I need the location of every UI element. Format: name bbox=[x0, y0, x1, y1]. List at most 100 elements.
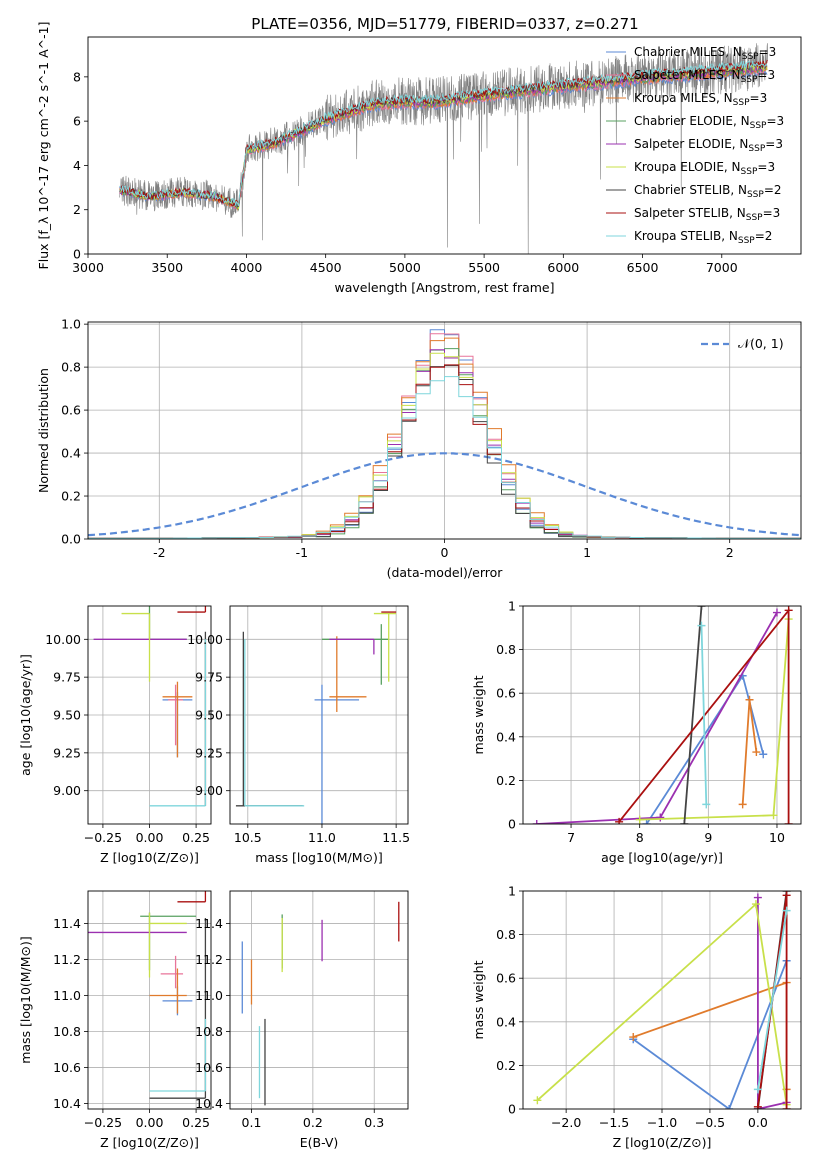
y-tick-label: 0.0 bbox=[61, 532, 81, 547]
mass-weight-marker bbox=[784, 820, 793, 824]
errorbar-point bbox=[121, 612, 151, 682]
spectrum-model-line bbox=[119, 66, 768, 211]
mass-weight-marker bbox=[702, 800, 711, 809]
y-tick-label: 0.6 bbox=[61, 403, 81, 418]
x-axis-label: Z [log10(Z/Z⊙)] bbox=[613, 1135, 712, 1150]
y-tick-label: 10.4 bbox=[195, 1096, 223, 1111]
mass-weight-marker bbox=[738, 800, 747, 809]
x-tick-label: 2 bbox=[726, 545, 734, 560]
y-tick-label: 0 bbox=[508, 817, 516, 832]
y-tick-label: 10.8 bbox=[195, 1024, 223, 1039]
mass-weight-marker bbox=[782, 1105, 791, 1109]
x-tick-label: 7000 bbox=[706, 260, 738, 275]
errorbar-point bbox=[177, 606, 207, 613]
x-tick-label: −1.0 bbox=[647, 1115, 677, 1130]
y-tick-label: 9.25 bbox=[53, 745, 81, 760]
panel-age_vs_Z: −0.25 0.00 0.25 9.00 9.25 9.50 9.75 10.00 Z [log… bbox=[18, 605, 212, 865]
gaussian-reference-line bbox=[88, 452, 801, 537]
x-tick-label: −0.5 bbox=[695, 1115, 725, 1130]
y-tick-label: 9.75 bbox=[195, 670, 223, 685]
y-tick-label: 9.00 bbox=[195, 783, 223, 798]
plot-area bbox=[241, 901, 400, 1106]
y-tick-label: 10.8 bbox=[53, 1024, 81, 1039]
x-tick-label: 6000 bbox=[547, 260, 579, 275]
x-axis-label: Z [log10(Z/Z⊙)] bbox=[100, 1135, 199, 1150]
mass-weight-marker bbox=[769, 811, 778, 820]
x-tick-label: 5500 bbox=[468, 260, 500, 275]
plot-area bbox=[119, 43, 768, 254]
y-tick-label: 6 bbox=[73, 114, 81, 129]
x-tick-label: 0.1 bbox=[242, 1115, 262, 1130]
y-axis-label: age [log10(age/yr)] bbox=[18, 654, 33, 776]
mass-weight-marker bbox=[753, 893, 762, 902]
y-tick-label: 0.6 bbox=[496, 971, 516, 986]
y-tick-label: 0.2 bbox=[496, 1058, 516, 1073]
x-tick-label: 3500 bbox=[151, 260, 183, 275]
errorbar-point bbox=[162, 681, 193, 758]
errorbar-point bbox=[160, 955, 184, 989]
y-tick-label: 0 bbox=[508, 1102, 516, 1117]
plot-area bbox=[235, 611, 397, 824]
x-tick-label: -2 bbox=[153, 545, 165, 560]
panel-age_vs_mass: 10.5 11.0 11.5 9.00 9.25 9.50 9.75 10.00 mass [l… bbox=[187, 605, 410, 865]
x-tick-label: 9 bbox=[704, 830, 712, 845]
mass-weight-marker bbox=[532, 820, 541, 824]
residuals-legend: 𝒩(0, 1) bbox=[701, 336, 784, 351]
mass-weight-marker bbox=[725, 1105, 734, 1109]
mass-weight-marker bbox=[751, 900, 760, 909]
legend-entry: Kroupa STELIB, NSSP=2 bbox=[634, 229, 772, 246]
x-tick-label: 1 bbox=[583, 545, 591, 560]
errorbar-point bbox=[235, 631, 303, 807]
x-tick-label: 10.5 bbox=[234, 830, 262, 845]
panel-spectrum: 3000 3500 4000 4500 5000 5500 6000 6500 7000 0 2 4 6… bbox=[36, 22, 802, 295]
x-tick-label: −1.5 bbox=[599, 1115, 629, 1130]
y-axis-label: Flux [f_λ 10^-17 erg cm^-2 s^-1 A^-1] bbox=[36, 22, 51, 270]
mass-weight-line bbox=[536, 612, 778, 824]
mass-weight-marker bbox=[533, 1096, 542, 1105]
mass-weight-marker bbox=[629, 1033, 638, 1042]
y-tick-label: 0.4 bbox=[496, 1014, 516, 1029]
y-tick-label: 10.00 bbox=[187, 632, 223, 647]
legend-entry: Kroupa MILES, NSSP=3 bbox=[634, 91, 767, 108]
plot-area bbox=[532, 606, 793, 824]
mass-weight-marker bbox=[753, 1085, 762, 1094]
panel-weight_vs_age: 7 8 9 10 0 0.2 0.4 0.6 0.8 1 age [log10(age/yr)] ma… bbox=[471, 599, 802, 865]
panel-residuals: -2 -1 0 1 2 0.0 0.2 0.4 0.6 0.8 1.0 (data-model)/er… bbox=[36, 317, 802, 580]
y-axis-label: mass weight bbox=[471, 675, 486, 754]
x-tick-label: 5000 bbox=[389, 260, 421, 275]
mass-weight-marker bbox=[656, 813, 665, 822]
y-tick-label: 0.6 bbox=[496, 686, 516, 701]
x-tick-label: 0.3 bbox=[364, 1115, 384, 1130]
errorbar-point bbox=[177, 891, 207, 903]
mass-weight-line bbox=[683, 606, 703, 824]
errorbar-point bbox=[148, 912, 187, 978]
mass-weight-line bbox=[632, 960, 788, 1109]
plot-area bbox=[533, 891, 791, 1109]
mass-weight-marker bbox=[782, 891, 791, 900]
y-tick-label: 11.2 bbox=[195, 952, 223, 967]
errorbar-point bbox=[149, 968, 187, 1014]
plot-area bbox=[88, 329, 801, 539]
x-tick-label: 11.0 bbox=[308, 830, 336, 845]
y-tick-label: 9.00 bbox=[53, 783, 81, 798]
mass-weight-marker bbox=[680, 820, 689, 824]
x-tick-label: 0.25 bbox=[182, 1115, 210, 1130]
y-tick-label: 10.00 bbox=[45, 632, 81, 647]
panel-mass_vs_Z: −0.25 0.00 0.25 10.4 10.6 10.8 11.0 11.2 11.4 Z [… bbox=[18, 890, 212, 1150]
mass-weight-marker bbox=[772, 608, 781, 617]
x-tick-label: 0 bbox=[441, 545, 449, 560]
y-tick-label: 0.8 bbox=[61, 360, 81, 375]
y-axis-label: mass weight bbox=[471, 960, 486, 1039]
y-tick-label: 10.4 bbox=[53, 1096, 81, 1111]
errorbar-point bbox=[140, 912, 197, 971]
panel-mass_vs_ebv: 0.1 0.2 0.3 10.4 10.6 10.8 11.0 11.2 11.4 E(B-V) bbox=[195, 890, 409, 1150]
x-axis-label: age [log10(age/yr)] bbox=[601, 850, 723, 865]
mass-weight-marker bbox=[635, 815, 644, 824]
y-tick-label: 0.2 bbox=[496, 773, 516, 788]
axes-frame bbox=[229, 605, 409, 825]
errorbar-point bbox=[321, 624, 389, 685]
x-tick-label: 6500 bbox=[627, 260, 659, 275]
y-tick-label: 2 bbox=[73, 202, 81, 217]
x-tick-label: 0.00 bbox=[136, 830, 164, 845]
x-tick-label: −2.0 bbox=[551, 1115, 581, 1130]
